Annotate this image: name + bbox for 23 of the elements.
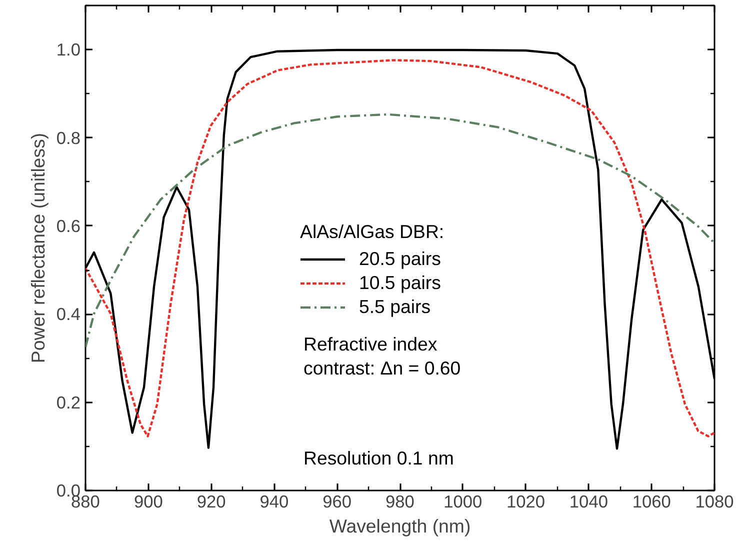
x-tick-label: 1060 [632, 492, 671, 512]
x-tick-label: 1080 [695, 492, 734, 512]
y-tick-label: 0.6 [56, 216, 81, 236]
legend-label: 20.5 pairs [359, 248, 441, 270]
x-tick-label: 940 [260, 492, 289, 512]
x-tick-label: 900 [134, 492, 163, 512]
x-tick-label: 1020 [506, 492, 546, 512]
x-tick-label: 980 [386, 492, 414, 512]
y-tick-label: 1.0 [56, 40, 81, 60]
legend-title: AlAs/AlGas DBR: [300, 221, 444, 243]
annotation: Refractive index contrast: Δn = 0.60 [304, 333, 461, 378]
y-axis-title: Power reflectance (unitless) [27, 132, 48, 364]
x-tick-label: 960 [322, 492, 352, 512]
annotation: Resolution 0.1 nm [304, 448, 454, 468]
legend-label: 10.5 pairs [359, 272, 441, 294]
x-tick-label: 1040 [569, 492, 608, 512]
x-axis-title: Wavelength (nm) [329, 516, 471, 536]
legend-label: 5.5 pairs [359, 296, 431, 318]
y-tick-label: 0.8 [56, 128, 81, 148]
x-tick-label: 1000 [444, 492, 482, 512]
x-tick-label: 920 [196, 492, 226, 512]
y-tick-label: 0.4 [56, 304, 81, 324]
y-tick-label: 0.2 [56, 392, 81, 412]
